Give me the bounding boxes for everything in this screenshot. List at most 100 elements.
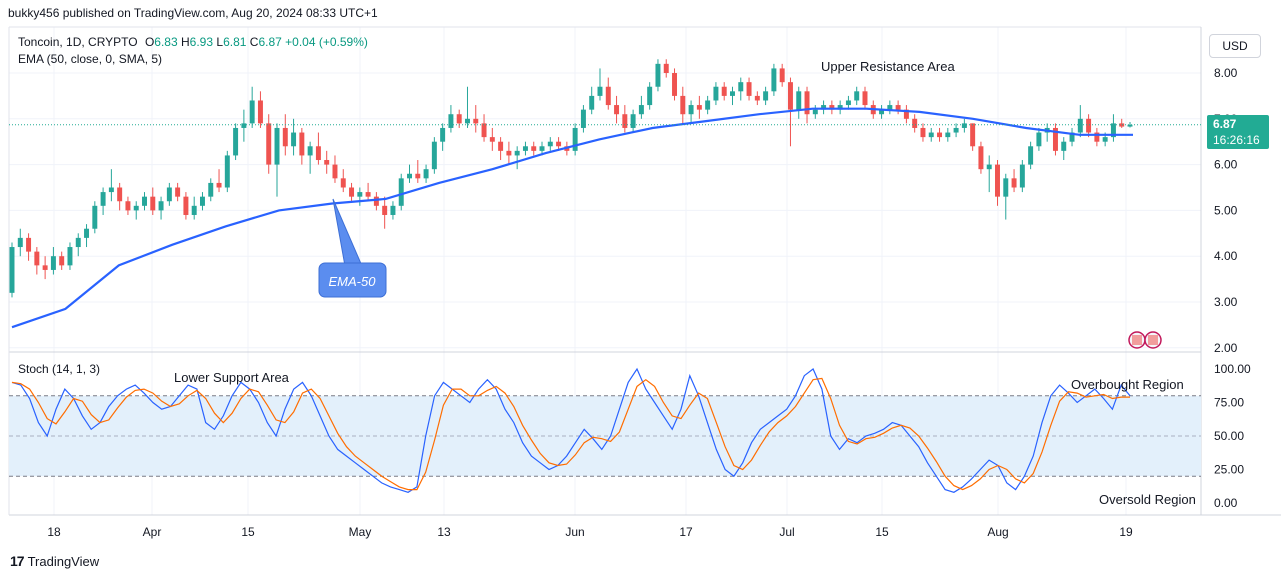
candle-body (903, 109, 909, 119)
candle-body (713, 86, 719, 101)
candle-body (92, 205, 98, 229)
candle-body (796, 91, 802, 110)
candle-body (589, 95, 595, 110)
candle-body (779, 68, 785, 83)
candle-body (1086, 118, 1092, 133)
price-tick-label: 6.00 (1214, 158, 1238, 172)
candle-body (531, 146, 537, 151)
candle-body (1028, 146, 1034, 165)
candle-body (315, 146, 321, 161)
candle-body (100, 192, 106, 206)
flag-icons[interactable] (1128, 331, 1162, 349)
currency-button[interactable]: USD (1209, 34, 1261, 58)
time-tick-label: 19 (1119, 525, 1133, 539)
candle-body (357, 192, 363, 197)
candle-body (539, 146, 545, 151)
candle-body (920, 127, 926, 138)
candle-body (1036, 132, 1042, 147)
price-tick-label: 8.00 (1214, 66, 1238, 80)
low-label: L (216, 35, 224, 49)
candle-body (257, 100, 263, 124)
candle-body (448, 114, 454, 128)
last-price-countdown: 16:26:16 (1213, 133, 1260, 147)
candle-body (291, 132, 297, 147)
candle-body (373, 196, 379, 206)
candle-body (349, 187, 355, 197)
ema-callout-box (318, 262, 387, 298)
candle-body (1019, 164, 1025, 188)
stoch-tick-label: 75.00 (1214, 396, 1244, 410)
candle-body (614, 105, 620, 115)
candle-body (1077, 118, 1083, 133)
candle-body (580, 109, 586, 128)
candle-body (142, 196, 147, 206)
candle-body (59, 256, 65, 266)
candle-body (647, 86, 653, 106)
candle-body (506, 150, 512, 156)
candle-body (879, 109, 885, 115)
last-price-value: 6.87 (1213, 117, 1237, 131)
candle-body (705, 100, 711, 110)
stoch-legend[interactable]: Stoch (14, 1, 3) (18, 362, 101, 376)
candle-body (812, 109, 818, 115)
candle-body (274, 127, 280, 165)
candle-body (1003, 178, 1009, 197)
candle-body (440, 127, 446, 142)
candle-body (845, 100, 851, 106)
candle-body (42, 265, 48, 270)
stoch-reference-lines (9, 395, 1201, 477)
candle-body (970, 123, 976, 147)
candle-body (481, 123, 487, 138)
published-info: bukky456 published on TradingView.com, A… (8, 6, 378, 20)
candle-body (854, 91, 860, 101)
stoch-axis[interactable]: 0.00 25.00 50.00 75.00 100.00 (1214, 362, 1251, 510)
lower-support-label: Lower Support Area (174, 370, 290, 385)
candle-body (216, 182, 222, 188)
upper-resistance-label: Upper Resistance Area (821, 59, 955, 74)
us-flag-icon-2-stripes (1148, 335, 1158, 345)
candle-body (183, 196, 189, 215)
candle-body (804, 91, 810, 115)
candle-body (34, 251, 40, 266)
stoch-d-line (11, 377, 1130, 491)
time-tick-label: 17 (679, 525, 693, 539)
candle-body (787, 82, 793, 110)
price-tick-label: 3.00 (1214, 295, 1238, 309)
candle-body (1052, 127, 1058, 151)
candle-body (688, 105, 694, 115)
candle-body (572, 127, 578, 151)
candle-body (431, 141, 437, 170)
candle-body (67, 247, 73, 266)
price-axis[interactable]: 2.003.004.005.006.007.008.00 (1214, 66, 1238, 355)
high-value: 6.93 (189, 35, 214, 49)
candle-body (655, 63, 661, 87)
tradingview-brand[interactable]: 17 TradingView (10, 553, 99, 569)
ema-legend[interactable]: EMA (50, close, 0, SMA, 5) (18, 52, 163, 66)
candle-body (1102, 137, 1108, 142)
candle-body (597, 86, 603, 96)
symbol-name: Toncoin, 1D, CRYPTO (18, 35, 138, 49)
candle-body (1119, 123, 1125, 127)
stoch-tick-label: 0.00 (1214, 496, 1238, 510)
candle-body (365, 192, 371, 197)
candle-body (108, 187, 114, 193)
candle-body (721, 86, 727, 96)
price-tick-label: 5.00 (1214, 203, 1238, 217)
candlestick-series (9, 59, 1133, 298)
candle-body (961, 123, 967, 128)
candle-body (224, 155, 230, 188)
candle-body (1069, 132, 1075, 142)
symbol-legend[interactable]: Toncoin, 1D, CRYPTO O6.83 H6.93 L6.81 C6… (18, 35, 368, 49)
candle-body (862, 91, 868, 106)
ema-callout[interactable]: EMA-50 (318, 198, 387, 298)
candle-body (191, 205, 197, 215)
time-axis[interactable]: 18 Apr 15 May 13 Jun 17 Jul 15 Aug 19 (47, 525, 1133, 539)
price-tick-label: 4.00 (1214, 249, 1238, 263)
close-label: C (249, 35, 259, 49)
stoch-tick-label: 50.00 (1214, 429, 1244, 443)
candle-body (829, 105, 835, 110)
candle-body (166, 187, 172, 202)
candle-body (821, 105, 827, 110)
candle-body (1061, 141, 1067, 151)
